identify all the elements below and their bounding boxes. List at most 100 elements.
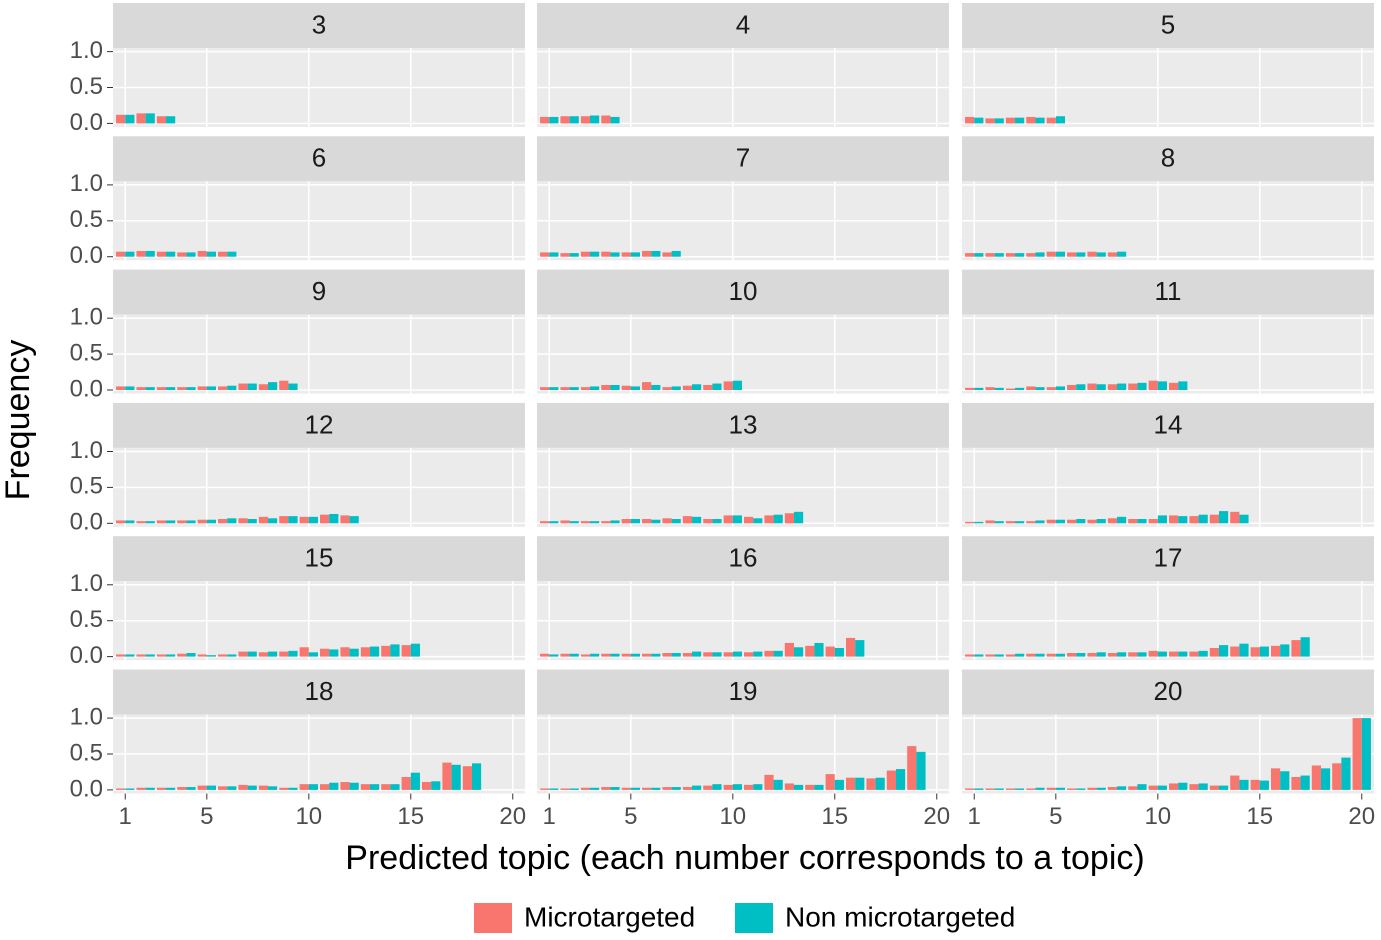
bar bbox=[560, 253, 570, 257]
strip-label: 19 bbox=[729, 676, 758, 706]
bar bbox=[136, 113, 146, 124]
bar bbox=[1239, 779, 1249, 790]
bar bbox=[247, 519, 257, 524]
y-tick-label: 0.0 bbox=[70, 775, 103, 802]
bar bbox=[590, 386, 600, 391]
strip-label: 3 bbox=[312, 9, 326, 39]
bar bbox=[1117, 652, 1127, 657]
bar bbox=[671, 653, 681, 657]
bar bbox=[1169, 382, 1179, 391]
strip bbox=[962, 536, 1374, 582]
bar bbox=[549, 116, 559, 124]
bar bbox=[1361, 718, 1371, 790]
bar bbox=[651, 787, 661, 790]
y-tick-label: 0.5 bbox=[70, 473, 103, 500]
strip-label: 13 bbox=[729, 409, 758, 439]
bar bbox=[1230, 511, 1240, 524]
bar bbox=[247, 383, 257, 391]
bar bbox=[288, 650, 298, 657]
bar bbox=[703, 519, 713, 524]
bar bbox=[692, 651, 702, 657]
bar bbox=[642, 382, 652, 391]
bar bbox=[580, 251, 591, 257]
bar bbox=[1311, 765, 1321, 790]
bar bbox=[1005, 521, 1016, 524]
bar bbox=[621, 653, 631, 657]
bar bbox=[1015, 117, 1025, 124]
bar bbox=[1148, 380, 1158, 391]
bar bbox=[621, 252, 631, 257]
bar bbox=[1178, 782, 1188, 790]
bar bbox=[1239, 514, 1249, 524]
bar bbox=[610, 787, 620, 790]
legend-label: Microtargeted bbox=[524, 901, 695, 932]
bar bbox=[965, 521, 975, 524]
bar bbox=[610, 252, 620, 257]
bar bbox=[814, 784, 824, 790]
bar bbox=[610, 384, 620, 391]
bar bbox=[590, 115, 600, 124]
bar bbox=[1128, 519, 1138, 524]
x-tick-label: 10 bbox=[295, 803, 322, 830]
bar bbox=[197, 785, 207, 790]
bar bbox=[410, 643, 420, 657]
x-tick-label: 10 bbox=[719, 803, 746, 830]
strip-label: 9 bbox=[312, 276, 326, 306]
y-tick-label: 1.0 bbox=[70, 37, 103, 64]
bar bbox=[703, 384, 713, 391]
bar bbox=[1218, 511, 1229, 524]
bar bbox=[206, 785, 216, 790]
bar bbox=[1005, 788, 1016, 790]
bar bbox=[145, 250, 155, 257]
bar bbox=[601, 251, 611, 257]
bar bbox=[218, 386, 228, 391]
bar bbox=[784, 513, 794, 524]
bar bbox=[601, 653, 611, 657]
bar bbox=[732, 651, 742, 657]
bar bbox=[682, 385, 693, 391]
bar bbox=[712, 519, 722, 524]
bar bbox=[116, 114, 126, 124]
bar bbox=[186, 252, 196, 257]
bar bbox=[125, 788, 135, 790]
bar bbox=[268, 651, 278, 657]
bar bbox=[1005, 253, 1016, 257]
bar bbox=[349, 782, 359, 790]
bar bbox=[540, 252, 550, 257]
bar bbox=[569, 653, 579, 657]
bar bbox=[723, 652, 733, 657]
bar bbox=[340, 782, 350, 790]
bar bbox=[206, 251, 216, 257]
bar bbox=[1291, 776, 1301, 790]
bar bbox=[1157, 515, 1167, 524]
bar bbox=[206, 386, 216, 391]
bar bbox=[1280, 771, 1290, 790]
bar bbox=[682, 787, 693, 790]
bar bbox=[1096, 519, 1106, 524]
bar bbox=[569, 387, 579, 391]
bar bbox=[985, 253, 995, 257]
bar bbox=[1026, 653, 1036, 657]
bar bbox=[662, 387, 672, 391]
bar bbox=[540, 653, 550, 657]
bar bbox=[156, 251, 167, 257]
bar bbox=[651, 384, 661, 391]
bar bbox=[1250, 647, 1260, 657]
bar bbox=[974, 253, 984, 257]
bar bbox=[621, 787, 631, 790]
strip-label: 14 bbox=[1154, 409, 1183, 439]
bar bbox=[422, 782, 432, 790]
bar bbox=[145, 654, 155, 657]
bar bbox=[238, 651, 248, 657]
strip-label: 12 bbox=[305, 409, 334, 439]
bar bbox=[177, 520, 187, 524]
bar bbox=[1076, 788, 1086, 790]
bar bbox=[712, 652, 722, 657]
bar bbox=[1087, 383, 1097, 391]
bar bbox=[1076, 384, 1086, 391]
bar bbox=[692, 516, 702, 524]
bar bbox=[1055, 787, 1065, 790]
bar bbox=[974, 788, 984, 790]
x-axis-label: Predicted topic (each number corresponds… bbox=[345, 839, 1144, 877]
bar bbox=[1189, 516, 1199, 524]
